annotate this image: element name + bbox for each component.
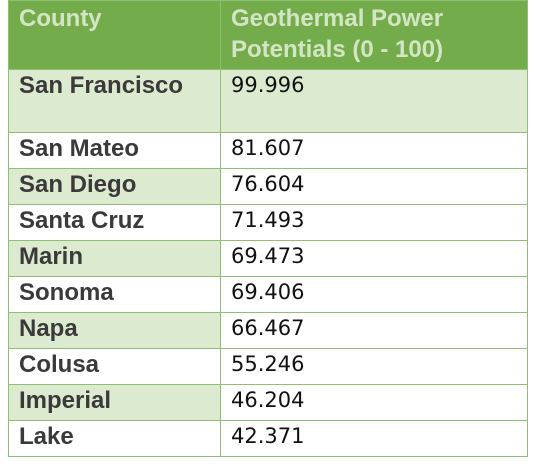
header-geothermal-potential: Geothermal Power Potentials (0 - 100) [220,0,528,70]
county-cell: San Diego [8,168,221,205]
county-cell: Imperial [8,384,221,421]
table-row: Imperial 46.204 [8,384,528,421]
table-body: San Francisco 99.996 San Mateo 81.607 Sa… [8,69,528,457]
county-cell: Marin [8,240,221,277]
table-row: San Francisco 99.996 [8,69,528,133]
value-cell: 69.473 [220,240,528,277]
table-row: Sonoma 69.406 [8,276,528,313]
county-cell: Sonoma [8,276,221,313]
value-cell: 66.467 [220,312,528,349]
value-cell: 42.371 [220,420,528,457]
value-cell: 71.493 [220,204,528,241]
value-cell: 46.204 [220,384,528,421]
table-row: San Diego 76.604 [8,168,528,205]
header-row: County Geothermal Power Potentials (0 - … [8,0,528,70]
table-row: San Mateo 81.607 [8,132,528,169]
county-cell: Napa [8,312,221,349]
value-cell: 81.607 [220,132,528,169]
header-county: County [8,0,221,70]
table-row: Marin 69.473 [8,240,528,277]
county-cell: San Mateo [8,132,221,169]
table-row: Santa Cruz 71.493 [8,204,528,241]
value-cell: 69.406 [220,276,528,313]
geothermal-table: County Geothermal Power Potentials (0 - … [8,0,528,457]
table-row: Colusa 55.246 [8,348,528,385]
table-row: Napa 66.467 [8,312,528,349]
value-cell: 76.604 [220,168,528,205]
county-cell: Santa Cruz [8,204,221,241]
value-cell: 99.996 [220,69,528,133]
value-cell: 55.246 [220,348,528,385]
county-cell: Colusa [8,348,221,385]
county-cell: San Francisco [8,69,221,133]
table-header: County Geothermal Power Potentials (0 - … [8,0,528,70]
table-row: Lake 42.371 [8,420,528,457]
county-cell: Lake [8,420,221,457]
